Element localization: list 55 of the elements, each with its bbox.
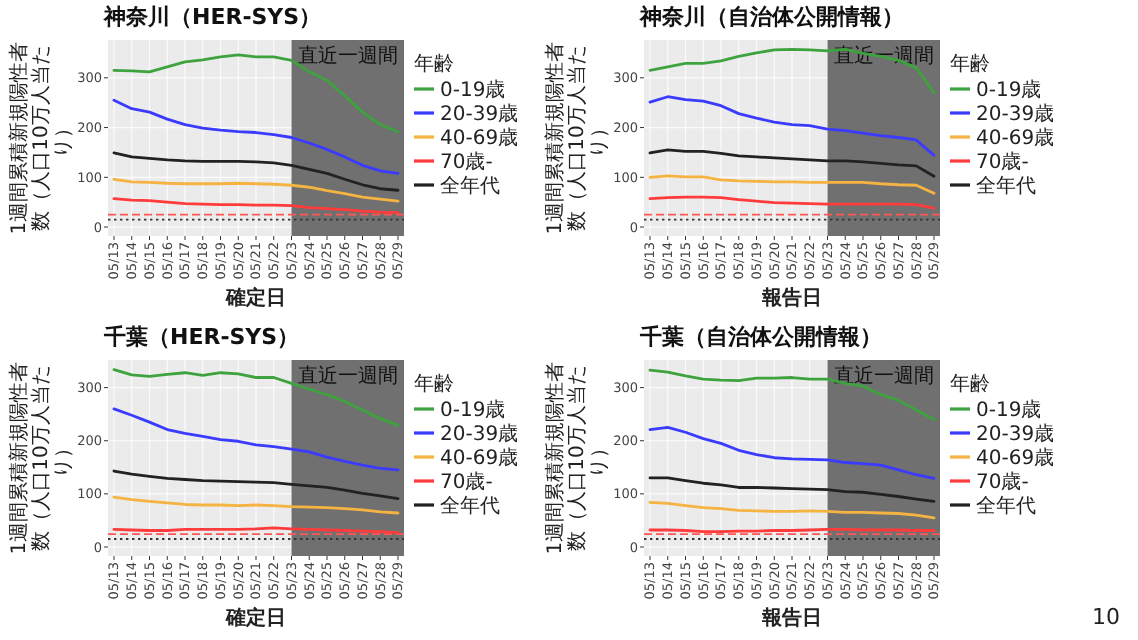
line-series <box>112 368 400 427</box>
legend-label: 20-39歳 <box>976 422 1055 446</box>
legend-label: 40-69歳 <box>440 446 519 470</box>
chart-title: 千葉（HER-SYS） <box>102 324 300 350</box>
line-series <box>112 495 400 515</box>
x-axis-title: 報告日 <box>760 606 822 630</box>
legend-label: 70歳- <box>976 470 1030 494</box>
line-series <box>648 95 936 157</box>
band-label: 直近一週間 <box>297 364 398 388</box>
line-series <box>648 426 936 480</box>
line-series <box>648 368 936 421</box>
legend-label: 0-19歳 <box>976 398 1042 422</box>
legend-label: 全年代 <box>976 174 1036 198</box>
legend-label: 0-19歳 <box>440 398 506 422</box>
legend-label: 全年代 <box>440 494 500 518</box>
y-axis-title: 1週間累積新規陽性者数（人口10万人当たり） <box>7 41 75 235</box>
line-series <box>648 500 936 520</box>
line-series <box>112 407 400 472</box>
legend-label: 40-69歳 <box>976 126 1055 150</box>
legend-label: 70歳- <box>976 150 1030 174</box>
line-series <box>112 151 400 192</box>
legend-title: 年齢 <box>950 372 990 396</box>
legend-label: 0-19歳 <box>440 78 506 102</box>
legend-label: 40-69歳 <box>976 446 1055 470</box>
legend-label: 全年代 <box>976 494 1036 518</box>
line-series <box>648 476 936 503</box>
band-label: 直近一週間 <box>297 44 398 68</box>
line-series <box>648 174 936 195</box>
legend-label: 20-39歳 <box>440 102 519 126</box>
legend-label: 0-19歳 <box>976 78 1042 102</box>
line-series <box>648 148 936 178</box>
x-axis-title: 報告日 <box>760 286 822 310</box>
legend-title: 年齢 <box>950 52 990 76</box>
y-axis-title: 1週間累積新規陽性者数（人口10万人当たり） <box>7 361 75 555</box>
legend-label: 70歳- <box>440 150 494 174</box>
legend-label: 70歳- <box>440 470 494 494</box>
x-axis-title: 確定日 <box>224 606 286 630</box>
legend-label: 20-39歳 <box>440 422 519 446</box>
line-series <box>112 469 400 501</box>
legend-label: 20-39歳 <box>976 102 1055 126</box>
line-series <box>648 48 936 95</box>
line-series <box>112 98 400 175</box>
chart-title: 神奈川（自治体公開情報） <box>638 4 904 30</box>
chart-title: 千葉（自治体公開情報） <box>638 324 882 350</box>
legend-label: 40-69歳 <box>440 126 519 150</box>
text: 10 <box>1092 604 1120 630</box>
x-axis-title: 確定日 <box>224 286 286 310</box>
legend-title: 年齢 <box>414 52 454 76</box>
y-axis-title: 1週間累積新規陽性者数（人口10万人当たり） <box>543 41 611 235</box>
line-series <box>112 197 400 215</box>
legend-label: 全年代 <box>440 174 500 198</box>
chart-title: 神奈川（HER-SYS） <box>102 4 322 30</box>
legend-title: 年齢 <box>414 372 454 396</box>
y-axis-title: 1週間累積新規陽性者数（人口10万人当たり） <box>543 361 611 555</box>
line-series <box>112 177 400 203</box>
